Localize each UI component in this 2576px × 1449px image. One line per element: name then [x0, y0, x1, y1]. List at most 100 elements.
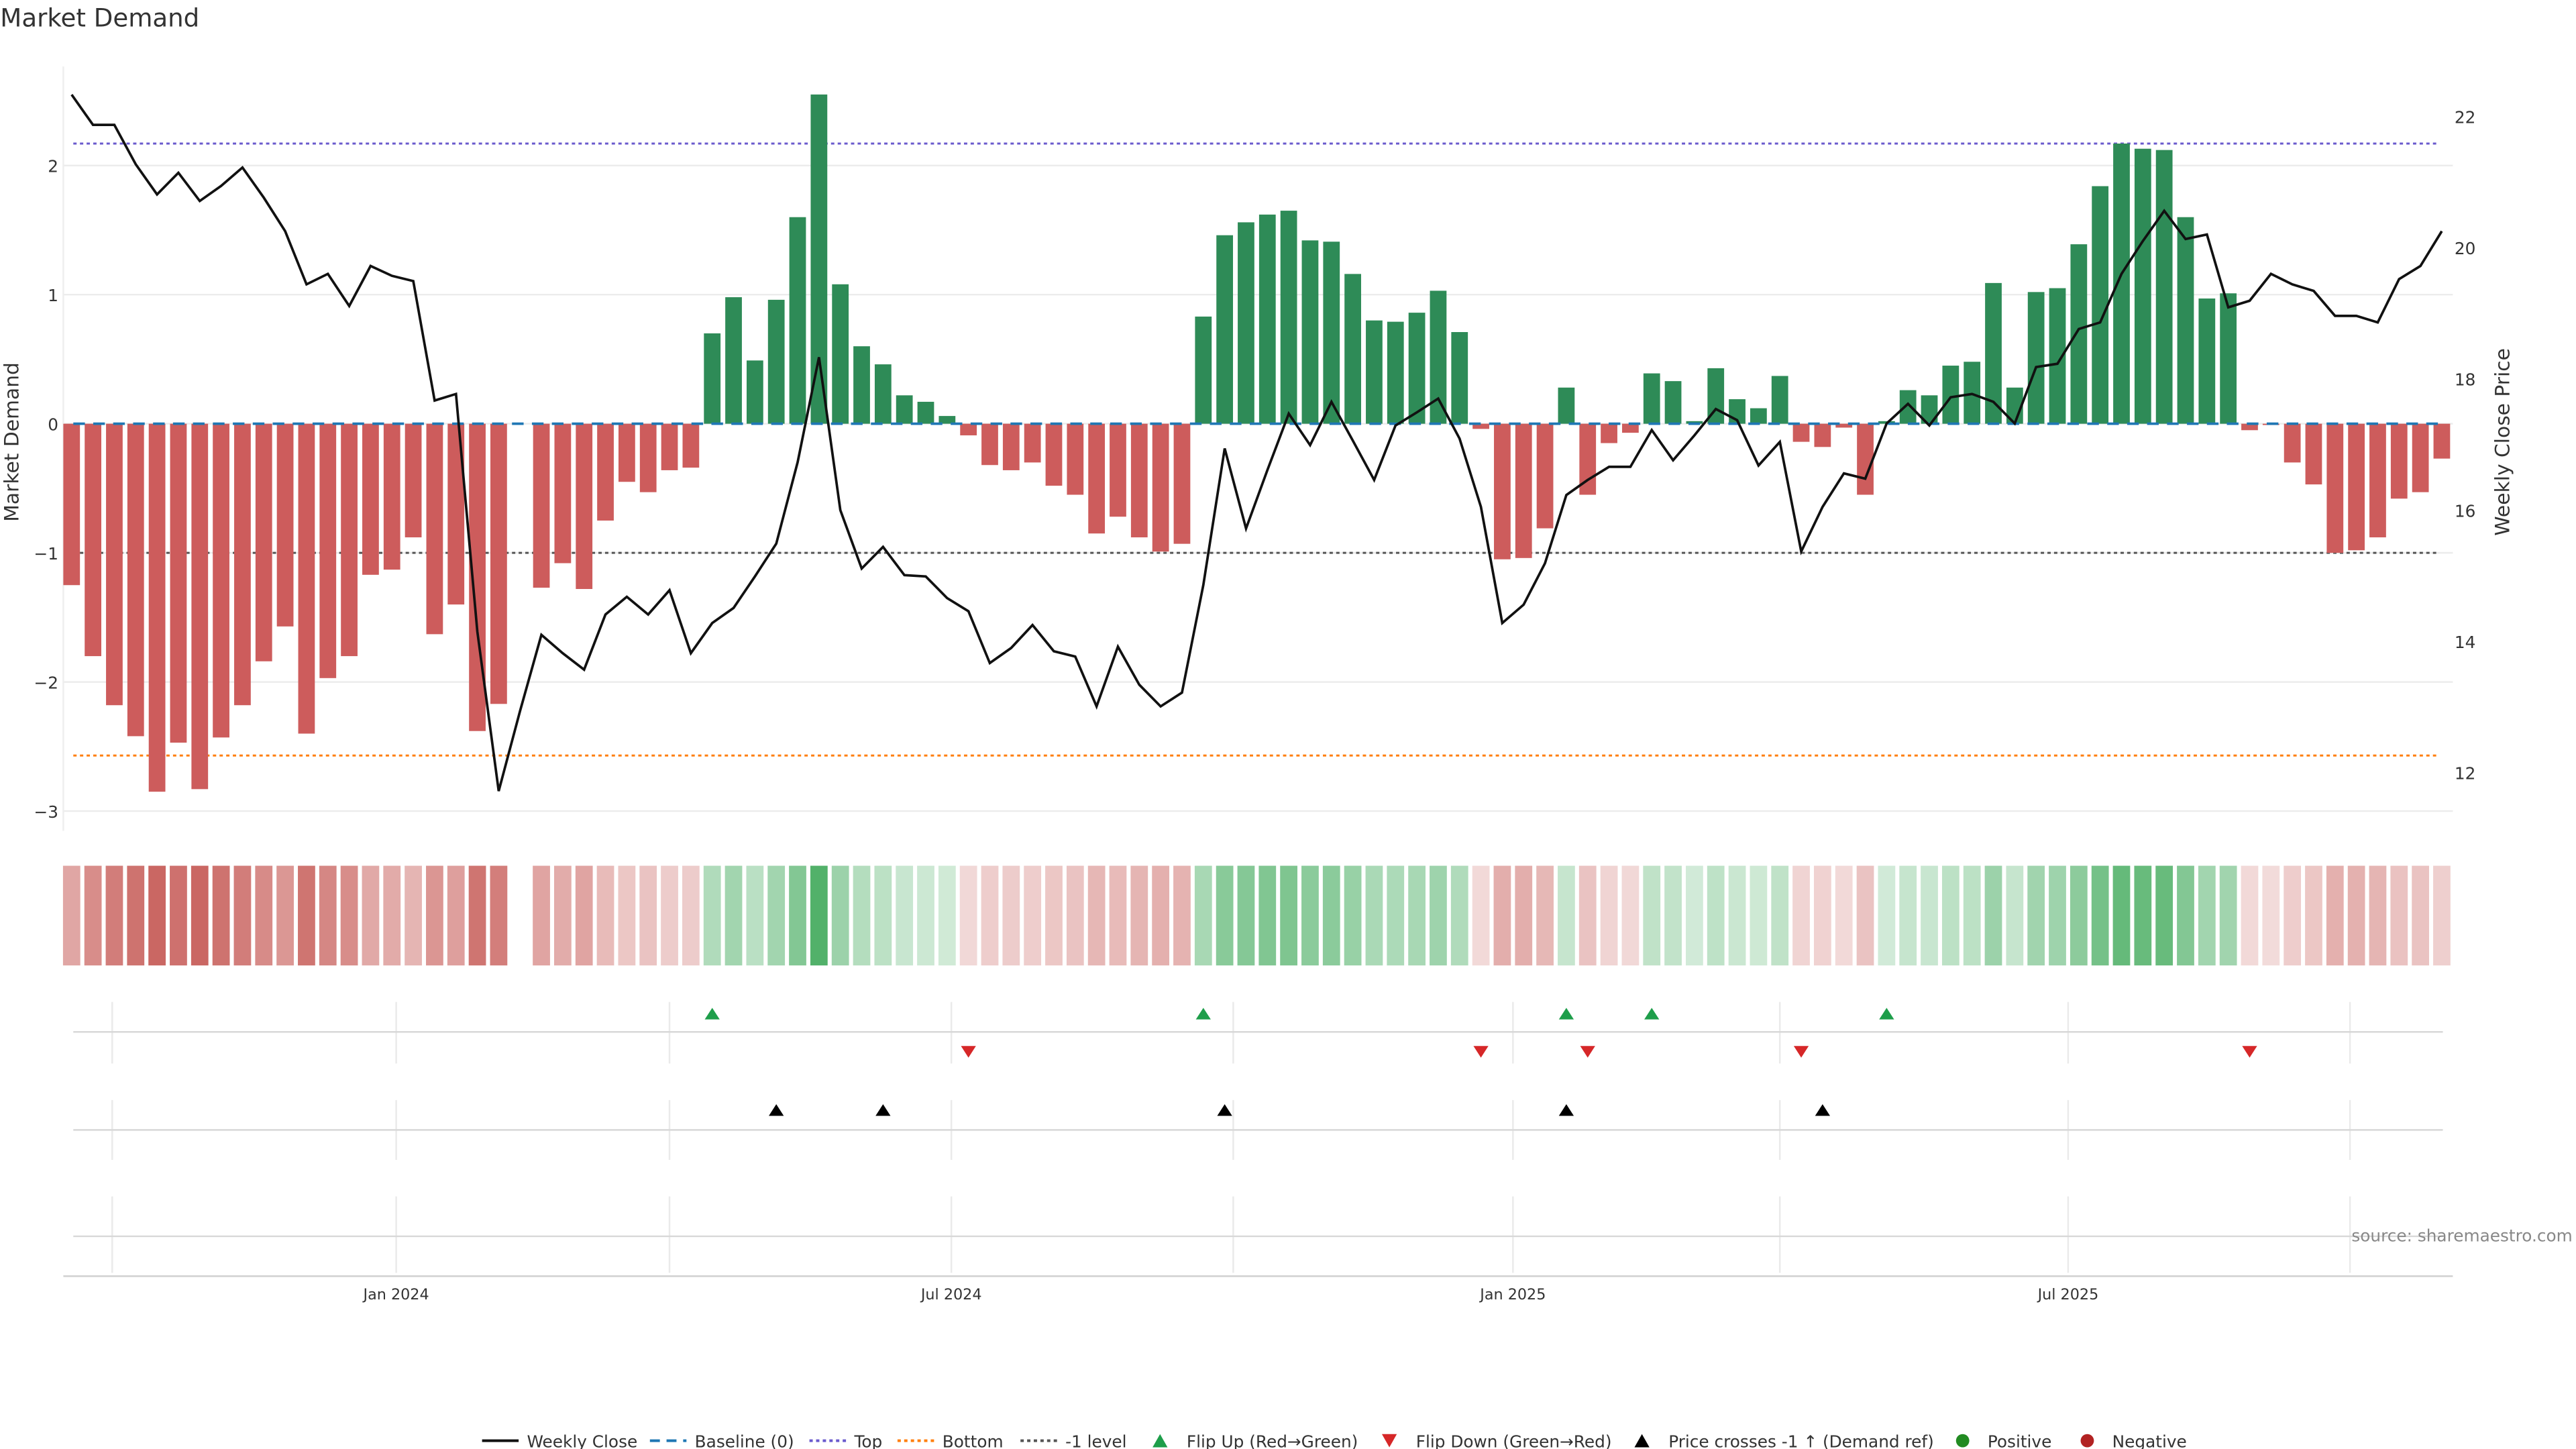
heat-cell	[618, 865, 636, 966]
positive-demand-bar	[917, 401, 934, 424]
legend-positive: Positive	[1955, 1432, 2051, 1449]
heat-cell	[2049, 865, 2066, 966]
positive-demand-bar	[1408, 313, 1426, 424]
demand-heat-strip	[62, 865, 2451, 966]
heat-cell	[2412, 865, 2430, 966]
heat-cell	[84, 865, 102, 966]
positive-demand-bar	[1899, 390, 1917, 424]
circle-icon	[2080, 1434, 2094, 1448]
left-tick-label: −2	[34, 673, 58, 692]
right-tick-label: 18	[2455, 370, 2476, 390]
heat-cell	[1984, 865, 2002, 966]
heat-cell	[831, 865, 849, 966]
legend-label: Flip Up (Red→Green)	[1187, 1432, 1358, 1449]
positive-demand-bar	[746, 360, 763, 424]
legend-flip-up: Flip Up (Red→Green)	[1152, 1432, 1358, 1449]
heat-cell	[1002, 865, 1020, 966]
left-tick-label: 0	[48, 415, 58, 435]
heat-cell	[233, 865, 252, 966]
heat-cell	[1387, 865, 1405, 966]
left-tick-label: −3	[34, 802, 58, 822]
gridlines	[62, 66, 2453, 831]
legend-bottom: Bottom	[897, 1432, 1004, 1449]
negative-demand-bar	[981, 423, 998, 466]
negative-demand-bar	[1173, 423, 1191, 544]
heat-cell	[746, 865, 764, 966]
positive-demand-bar	[767, 299, 785, 424]
heat-cell	[1430, 865, 1447, 966]
heat-cell	[1600, 865, 1618, 966]
heat-cell	[1280, 865, 1297, 966]
legend-flip-down: Flip Down (Green→Red)	[1381, 1432, 1612, 1449]
positive-demand-bar	[832, 284, 849, 424]
heat-cell	[426, 865, 443, 966]
negative-demand-bar	[1835, 423, 1853, 428]
positive-demand-bar	[1387, 321, 1404, 424]
heat-cell	[703, 865, 721, 966]
flip-up-marker	[704, 1008, 720, 1020]
negative-demand-bar	[341, 423, 358, 657]
source-label: source: sharemaestro.com	[2351, 1226, 2572, 1245]
legend-price-crosses: Price crosses -1 ↑ (Demand ref)	[1634, 1432, 1934, 1449]
heat-cell	[1921, 865, 1938, 966]
heat-cell	[1109, 865, 1127, 966]
positive-demand-bar	[1686, 421, 1703, 424]
heat-cell	[2262, 865, 2280, 966]
heat-cell	[1130, 865, 1148, 966]
heat-cell	[1493, 865, 1511, 966]
heat-cell	[105, 865, 123, 966]
positive-demand-bar	[2155, 150, 2173, 424]
legend-label: -1 level	[1065, 1432, 1126, 1449]
positive-demand-bar	[2134, 148, 2151, 424]
negative-demand-bar	[1792, 423, 1810, 442]
heat-cell	[1578, 865, 1597, 966]
heat-cell	[2027, 865, 2045, 966]
negative-demand-bar	[2433, 423, 2451, 459]
right-tick-label: 12	[2455, 764, 2476, 784]
negative-demand-bar	[2390, 423, 2408, 499]
positive-demand-bar	[2092, 186, 2109, 424]
heat-cell	[2155, 865, 2174, 966]
heat-cell	[1878, 865, 1896, 966]
heat-cell	[1237, 865, 1255, 966]
positive-demand-bar	[1280, 211, 1297, 424]
negative-demand-bar	[213, 423, 229, 738]
negative-demand-bar	[2348, 423, 2365, 551]
legend-minus-one-level: -1 level	[1020, 1432, 1127, 1449]
positive-demand-bar	[1771, 376, 1788, 424]
heat-cell	[255, 865, 273, 966]
right-axis-ticks: 22 20 18 16 14 12	[2455, 107, 2476, 783]
heat-cell	[639, 865, 657, 966]
negative-demand-bar	[1152, 423, 1169, 552]
heat-cell	[1728, 865, 1746, 966]
negative-demand-bar	[1067, 423, 1084, 495]
heat-cell	[1771, 865, 1789, 966]
heat-cell	[1066, 865, 1084, 966]
negative-demand-bar	[2284, 423, 2301, 463]
negative-demand-bar	[2326, 423, 2344, 553]
legend-label: Negative	[2112, 1432, 2187, 1449]
negative-demand-bar	[1536, 423, 1554, 529]
negative-demand-bar	[319, 423, 337, 678]
heat-cell	[2177, 865, 2194, 966]
positive-demand-bar	[1301, 240, 1319, 424]
flip-up-marker	[1558, 1008, 1574, 1020]
heat-cell	[1472, 865, 1490, 966]
flip-up-marker	[1644, 1008, 1660, 1020]
heat-cell	[1173, 865, 1191, 966]
negative-demand-bar	[405, 423, 422, 538]
heat-cell	[724, 865, 743, 966]
heat-cell	[2347, 865, 2365, 966]
right-tick-label: 14	[2455, 633, 2476, 652]
negative-demand-bar	[1024, 423, 1041, 463]
positive-demand-bar	[1558, 387, 1575, 424]
flip-up-marker	[1879, 1008, 1894, 1020]
negative-demand-bar	[1601, 423, 1617, 443]
heat-cell	[1899, 865, 1917, 966]
heat-cell	[767, 865, 786, 966]
negative-demand-bar	[960, 423, 977, 435]
negative-demand-bar	[63, 423, 80, 586]
heat-cell	[874, 865, 892, 966]
heat-cell	[896, 865, 914, 966]
